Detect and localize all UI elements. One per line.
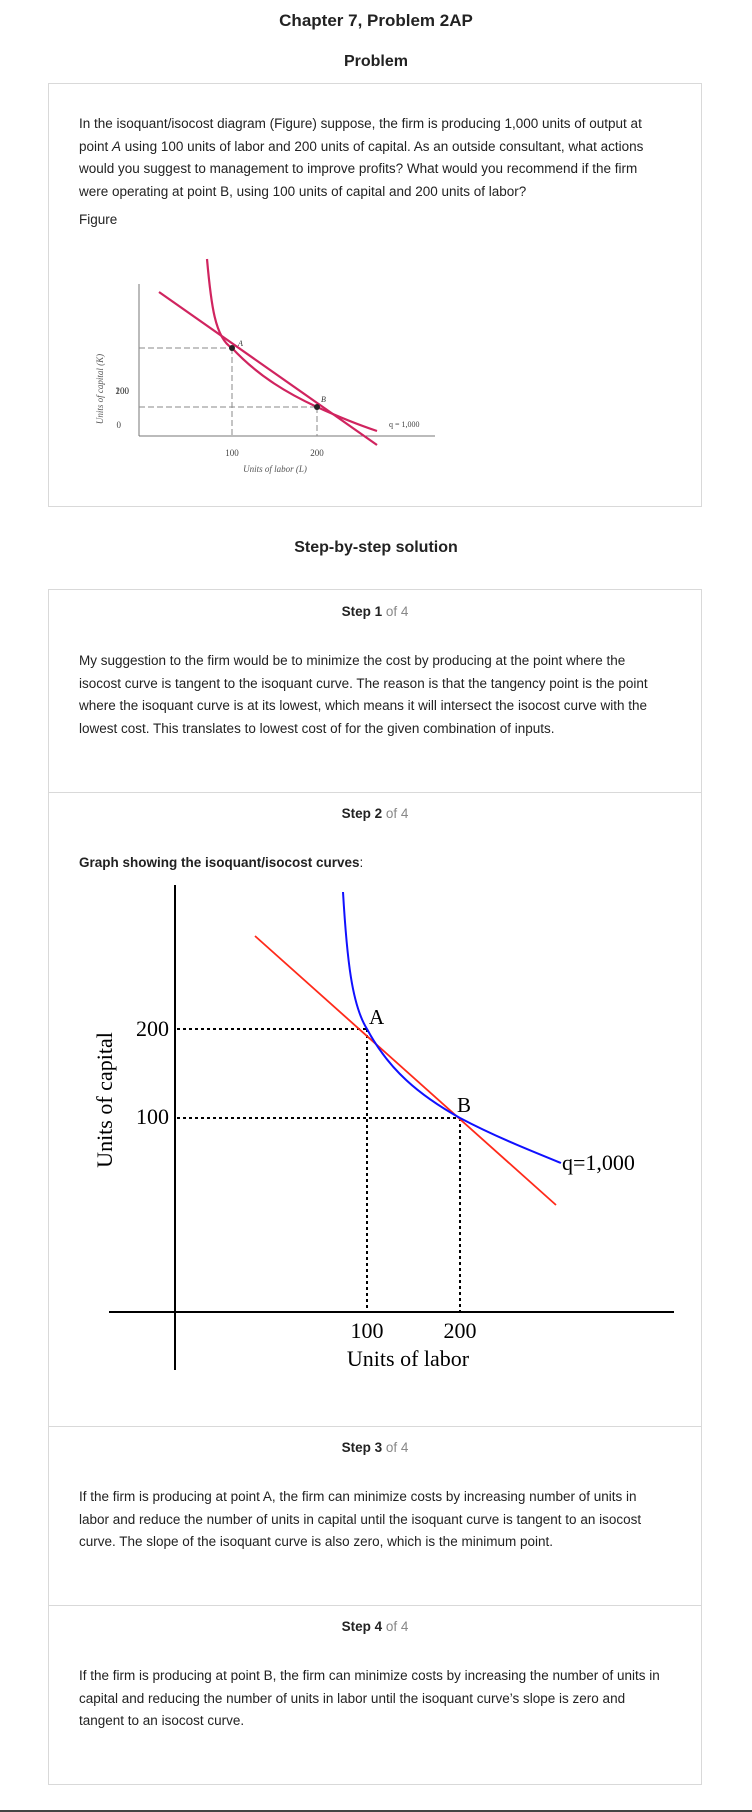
step-3-text: If the firm is producing at point A, the… <box>79 1489 642 1549</box>
step-divider-1 <box>49 792 701 793</box>
figure2-label-b: B <box>457 1093 471 1117</box>
figure-1: Units of capital (K) 200 100 0 A B q = 1… <box>95 258 435 474</box>
figure-label: Figure <box>79 212 118 227</box>
step-1-label: Step 1 <box>341 604 383 619</box>
problem-card: In the isoquant/isocost diagram (Figure)… <box>48 83 702 507</box>
step-divider-2 <box>49 1426 701 1427</box>
figure2-isocost-line <box>254 935 557 1206</box>
step-4-of: of 4 <box>382 1619 409 1634</box>
figure1-y-tick-0: 0 <box>117 420 122 430</box>
step-1-text: My suggestion to the firm would be to mi… <box>79 653 648 736</box>
figure1-isocost-line <box>158 291 378 446</box>
solution-heading: Step-by-step solution <box>294 539 458 556</box>
step-3-of: of 4 <box>382 1440 409 1455</box>
step-2-header: Step 2 of 4 <box>49 806 701 821</box>
figure1-y-tick-100: 100 <box>116 386 130 396</box>
step-2-caption-suffix: : <box>359 855 364 870</box>
figure1-point-b <box>314 404 320 410</box>
step-3-header: Step 3 of 4 <box>49 1440 701 1455</box>
step-2-caption: Graph showing the isoquant/isocost curve… <box>79 852 363 875</box>
figure1-point-a <box>229 345 235 351</box>
figure2-x-tick-200: 200 <box>444 1318 477 1343</box>
problem-text-intro: In the isoquant/isocost diagram (Figure)… <box>79 116 642 154</box>
figure2-isoquant-curve <box>342 891 562 1164</box>
figure1-y-tick-200: 200 <box>116 386 130 396</box>
page-title: Chapter 7, Problem 2AP <box>279 11 473 30</box>
figure2-y-tick-100: 100 <box>136 1104 169 1129</box>
figure1-x-tick-200: 200 <box>310 448 324 458</box>
step-2-of: of 4 <box>382 806 409 821</box>
figure1-isoquant-curve <box>205 258 378 433</box>
figure2-x-tick-100: 100 <box>351 1318 384 1343</box>
figure2-y-axis-label: Units of capital <box>92 1032 117 1168</box>
problem-text-rest: using 100 units of labor and 200 units o… <box>79 138 644 199</box>
solution-card: Step 1 of 4 My suggestion to the firm wo… <box>48 589 702 1785</box>
step-4-header: Step 4 of 4 <box>49 1619 701 1634</box>
step-1-header: Step 1 of 4 <box>49 604 701 619</box>
step-4-text: If the firm is producing at point B, the… <box>79 1668 660 1728</box>
step-2-caption-bold: Graph showing the isoquant/isocost curve… <box>79 855 360 870</box>
figure2-label-a: A <box>369 1005 385 1029</box>
step-3-label: Step 3 <box>341 1440 383 1455</box>
problem-heading: Problem <box>343 53 408 70</box>
figure2-y-tick-200: 200 <box>136 1016 169 1041</box>
figure-2: Units of capital 200 100 A B q=1,000 100… <box>92 885 674 1371</box>
figure1-y-axis-label: Units of capital (K) <box>95 354 105 424</box>
figure1-label-a: A <box>237 339 243 348</box>
figure2-x-axis-label: Units of labor <box>347 1346 470 1371</box>
step-divider-3 <box>49 1605 701 1606</box>
problem-text: In the isoquant/isocost diagram (Figure)… <box>79 113 669 203</box>
figure2-curve-label: q=1,000 <box>562 1150 635 1175</box>
figure1-x-tick-100: 100 <box>225 448 239 458</box>
figure1-label-b: B <box>321 395 326 404</box>
figure1-curve-label: q = 1,000 <box>389 420 420 429</box>
step-4-label: Step 4 <box>341 1619 383 1634</box>
step-1-of: of 4 <box>382 604 409 619</box>
figure1-x-axis-label: Units of labor (L) <box>243 464 307 474</box>
step-2-label: Step 2 <box>341 806 383 821</box>
problem-point-a: A <box>112 138 122 154</box>
